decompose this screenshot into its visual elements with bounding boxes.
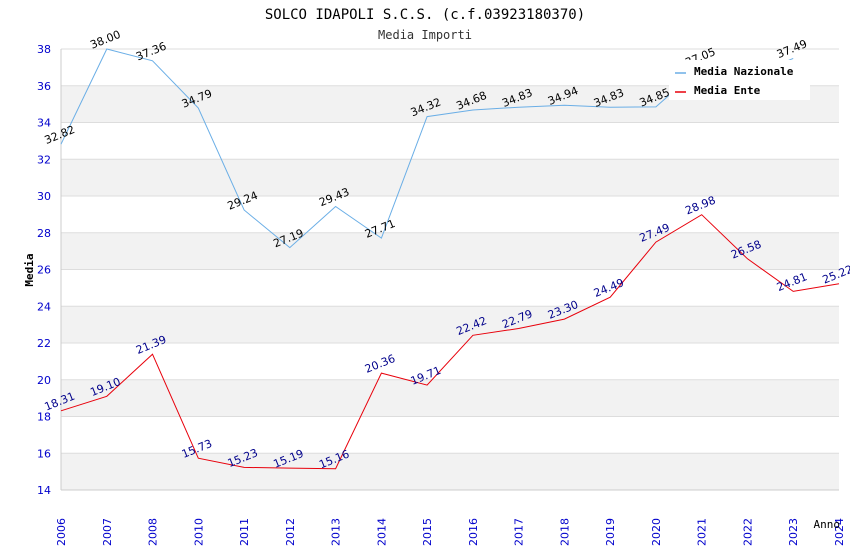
- y-tick-label: 38: [37, 43, 51, 56]
- x-tick-label: 2014: [375, 518, 388, 546]
- chart-title: SOLCO IDAPOLI S.C.S. (c.f.03923180370): [265, 7, 585, 23]
- y-tick-label: 20: [37, 374, 51, 387]
- x-tick-label: 2023: [787, 518, 800, 546]
- y-tick-label: 28: [37, 227, 51, 240]
- background-band: [61, 159, 839, 196]
- x-tick-label: 2007: [101, 518, 114, 546]
- y-axis-title: Media: [23, 253, 36, 286]
- y-tick-label: 18: [37, 411, 51, 424]
- background-band: [61, 232, 839, 270]
- background-bands: [61, 85, 839, 490]
- data-label: 20.36: [363, 352, 397, 376]
- x-tick-label: 2018: [558, 518, 571, 546]
- x-tick-labels: 2006 2007 2008 2010 2011 2012 2013 2014 2015 2016…: [55, 518, 846, 546]
- data-label: 37.36: [134, 40, 168, 64]
- gridlines: [61, 48, 839, 491]
- x-axis-title: Anno: [814, 518, 841, 531]
- y-tick-label: 32: [37, 153, 51, 166]
- legend-label-media-ente: Media Ente: [694, 84, 761, 97]
- y-tick-label: 36: [37, 80, 51, 93]
- chart-subtitle: Media Importi: [378, 28, 472, 42]
- y-tick-label: 34: [37, 117, 51, 130]
- x-tick-label: 2024: [833, 518, 846, 546]
- x-tick-label: 2013: [330, 518, 343, 546]
- data-label: 28.98: [683, 194, 717, 218]
- background-band: [61, 306, 839, 343]
- y-tick-label: 30: [37, 190, 51, 203]
- x-tick-label: 2020: [650, 518, 663, 546]
- x-tick-label: 2011: [238, 518, 251, 546]
- background-band: [61, 453, 839, 490]
- series-line-media-ente: [60, 214, 840, 470]
- legend: Media Nazionale Media Ente: [669, 60, 810, 100]
- y-tick-label: 26: [37, 264, 51, 277]
- x-tick-label: 2022: [741, 518, 754, 546]
- x-tick-label: 2008: [147, 518, 160, 546]
- x-tick-label: 2010: [192, 518, 205, 546]
- x-tick-label: 2019: [604, 518, 617, 546]
- x-tick-label: 2021: [696, 518, 709, 546]
- y-tick-label: 16: [37, 447, 51, 460]
- background-band: [61, 379, 839, 417]
- x-tick-label: 2016: [467, 518, 480, 546]
- data-label: 24.49: [592, 276, 626, 300]
- x-tick-label: 2012: [284, 518, 297, 546]
- y-tick-label: 14: [37, 484, 51, 497]
- y-tick-label: 22: [37, 337, 51, 350]
- data-label: 37.49: [775, 37, 809, 61]
- legend-label-media-nazionale: Media Nazionale: [694, 65, 794, 78]
- legend-box: [669, 60, 810, 100]
- y-tick-label: 24: [37, 300, 51, 313]
- x-tick-label: 2017: [513, 518, 526, 546]
- x-tick-label: 2015: [421, 518, 434, 546]
- y-tick-labels: 14 16 18 20 22 24 26 28 30 32 34 36 38: [37, 43, 51, 497]
- x-tick-label: 2006: [55, 518, 68, 546]
- data-label: 38.00: [88, 28, 122, 52]
